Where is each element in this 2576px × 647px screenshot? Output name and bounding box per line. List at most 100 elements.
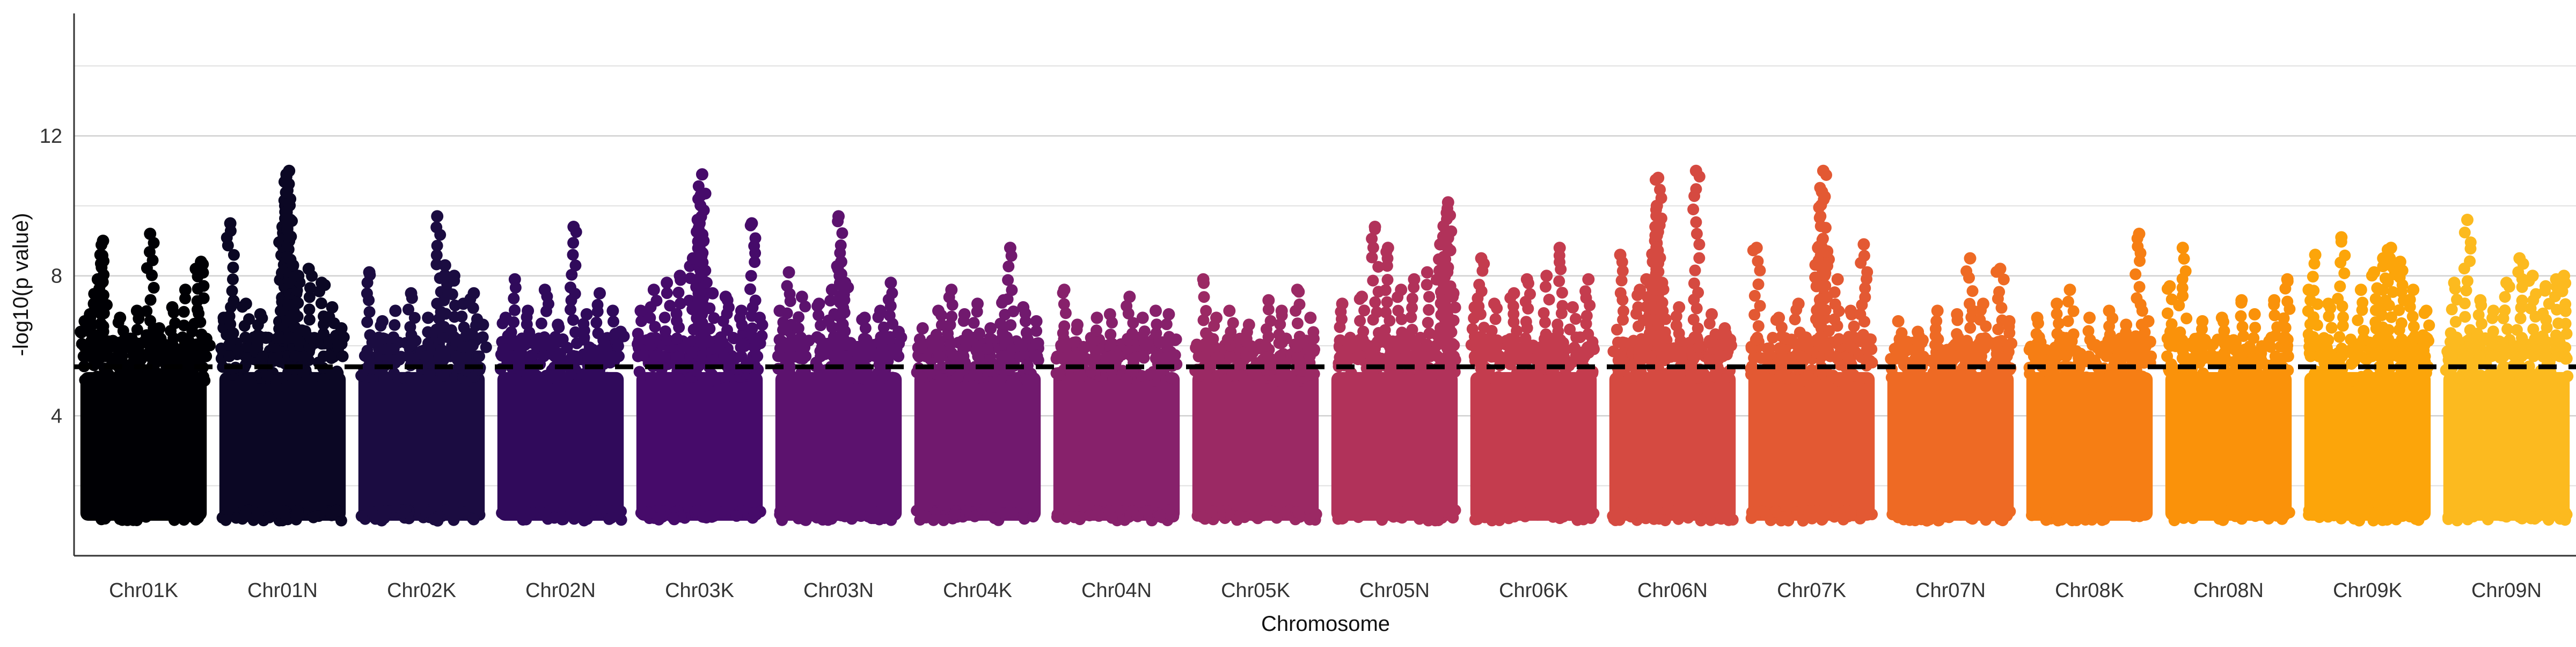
snp-point [2180, 312, 2193, 325]
snp-point [2464, 337, 2477, 350]
snp-point [1372, 261, 1385, 273]
snp-point [1932, 514, 1944, 527]
snp-point [1746, 506, 1758, 518]
snp-point [2472, 309, 2485, 321]
snp-point [1524, 288, 1536, 300]
snp-point [336, 350, 349, 362]
snp-point [1653, 340, 1665, 352]
snp-point [438, 269, 451, 281]
snp-point [1376, 514, 1388, 526]
snp-point [2501, 323, 2514, 336]
snp-point [507, 338, 519, 351]
snp-point [2236, 321, 2249, 333]
snp-point [1199, 513, 1211, 525]
snp-point [582, 350, 595, 362]
snp-point [1421, 279, 1433, 291]
snp-point [1271, 512, 1283, 524]
snp-point [1843, 331, 1855, 343]
snp-peak-point [1656, 277, 1668, 289]
snp-peak-point [1689, 164, 1702, 177]
snp-point [458, 321, 470, 333]
snp-peak-point [884, 277, 897, 289]
snp-point [670, 308, 683, 320]
snp-point [1951, 328, 1963, 340]
snp-point [304, 282, 316, 294]
snp-point [192, 303, 203, 316]
snp-point [2448, 339, 2461, 351]
snp-point [996, 350, 1008, 362]
snp-point [1020, 326, 1033, 339]
snp-peak-point [224, 217, 237, 230]
snp-point [1579, 285, 1592, 297]
axes [73, 13, 2576, 557]
snp-point [241, 341, 253, 353]
snp-peak-point [130, 304, 143, 317]
snp-point [1292, 506, 1305, 519]
point-cloud-chr05k [1192, 372, 1319, 521]
snp-point [2053, 339, 2065, 351]
snp-point [2062, 295, 2074, 308]
snp-point [2279, 322, 2292, 334]
snp-point [2131, 292, 2143, 304]
snp-point [659, 325, 671, 337]
point-cloud-chr04k [914, 372, 1041, 521]
snp-point [2278, 312, 2290, 324]
snp-point [299, 325, 311, 337]
snp-peak-point [200, 332, 213, 345]
snp-point [1989, 509, 2001, 521]
snp-point [156, 342, 168, 354]
snp-point [1582, 328, 1594, 340]
snp-point [1845, 508, 1857, 520]
snp-point [1570, 312, 1582, 325]
snp-peak-point [1817, 164, 1829, 177]
y-tick-label: 4 [51, 405, 62, 427]
snp-point [838, 307, 851, 319]
x-tick-label: Chr07N [1915, 579, 1986, 602]
x-tick-label: Chr02K [387, 579, 456, 602]
snp-point [1205, 505, 1218, 518]
snp-point [692, 222, 705, 234]
snp-point [2514, 375, 2526, 387]
x-tick-label: Chr04N [1081, 579, 1152, 602]
snp-point [1896, 327, 1908, 339]
snp-point [2227, 373, 2239, 386]
snp-point [1274, 318, 1286, 331]
snp-peak-point [2513, 252, 2526, 265]
snp-point [1831, 350, 1843, 362]
snp-point [2140, 337, 2152, 350]
snp-point [1952, 371, 1964, 383]
snp-point [605, 512, 618, 524]
snp-point [1489, 374, 1502, 387]
snp-point [1547, 511, 1559, 523]
snp-point [2262, 372, 2274, 384]
snp-point [632, 350, 644, 362]
snp-point [1126, 328, 1138, 340]
snp-point [2218, 325, 2230, 337]
snp-point [132, 350, 144, 362]
snp-point [2337, 311, 2349, 323]
snp-peak-point [835, 256, 847, 268]
snp-point [1445, 225, 1458, 237]
snp-point [836, 330, 848, 343]
snp-point [473, 350, 485, 362]
snp-point [323, 311, 335, 323]
snp-point [1553, 350, 1565, 362]
snp-point [1993, 286, 2006, 298]
snp-peak-point [984, 322, 997, 335]
snp-peak-point [166, 301, 179, 314]
snp-point [1466, 323, 1479, 335]
snp-point [1538, 307, 1550, 319]
snp-peak-point [1091, 311, 1103, 324]
snp-peak-point [1831, 273, 1844, 286]
snp-point [1449, 301, 1461, 314]
snp-point [1614, 287, 1627, 299]
snp-point [782, 368, 795, 380]
snp-point [2237, 330, 2250, 342]
snp-point [147, 506, 159, 518]
snp-peak-point [1857, 238, 1870, 251]
snp-point [1073, 350, 1085, 362]
snp-peak-point [431, 210, 444, 223]
snp-point [1745, 362, 1757, 375]
snp-point [1693, 341, 1705, 353]
snp-point [1069, 511, 1080, 524]
